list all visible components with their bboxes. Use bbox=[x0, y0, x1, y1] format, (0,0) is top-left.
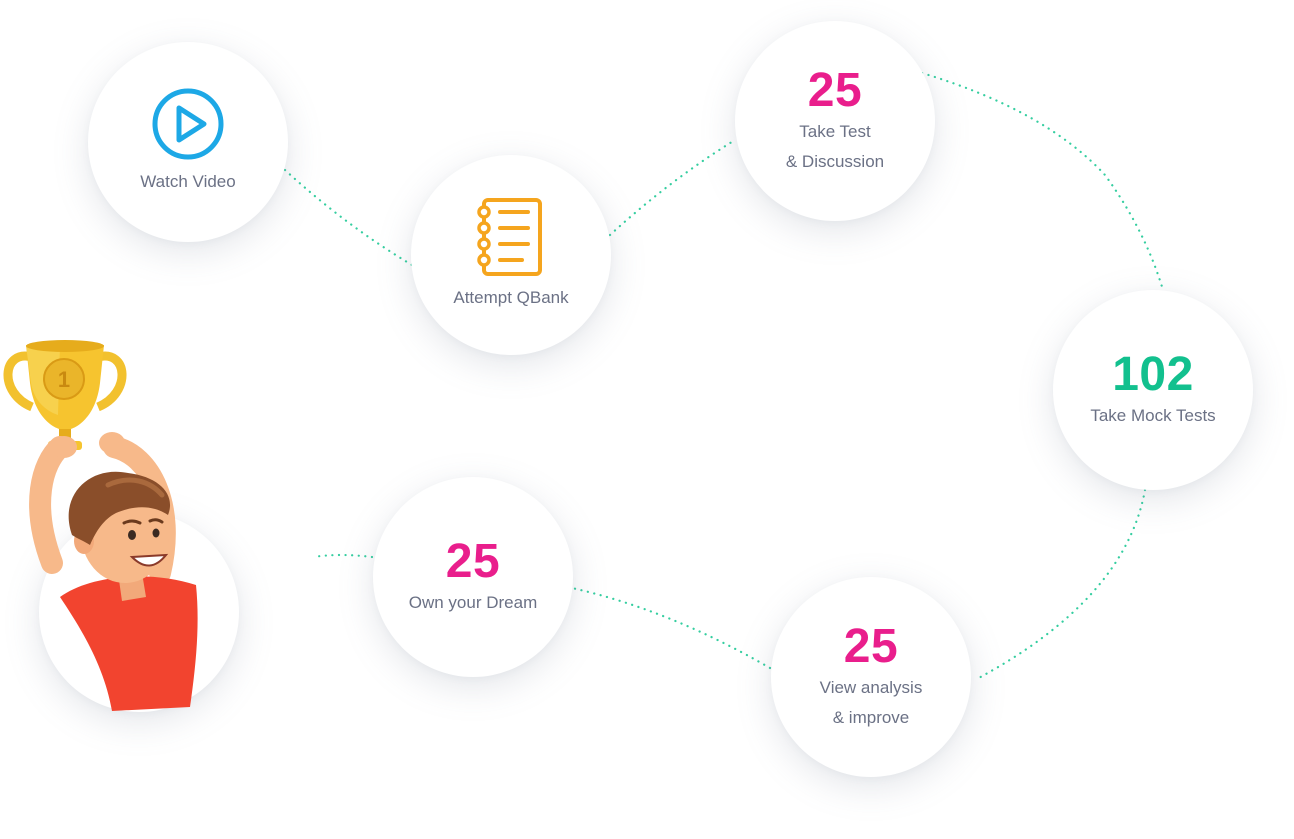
step-watch-video[interactable]: Watch Video bbox=[88, 42, 288, 242]
mock-tests-label: Take Mock Tests bbox=[1090, 406, 1216, 425]
view-analysis-label-line1: View analysis bbox=[819, 678, 923, 697]
take-test-count: 25 bbox=[807, 64, 863, 117]
play-icon bbox=[151, 87, 225, 161]
view-analysis-label-line2: & improve bbox=[832, 708, 910, 727]
take-test-label-line2: & Discussion bbox=[785, 152, 885, 171]
step-own-dream[interactable]: 25 Own your Dream bbox=[373, 477, 573, 677]
own-dream-count: 25 bbox=[445, 535, 501, 588]
own-dream-label: Own your Dream bbox=[408, 593, 538, 612]
take-test-label-line1: Take Test bbox=[799, 122, 871, 141]
attempt-qbank-label: Attempt QBank bbox=[453, 288, 569, 307]
watch-video-label: Watch Video bbox=[140, 172, 236, 191]
notebook-icon bbox=[476, 197, 546, 277]
step-view-analysis[interactable]: 25 View analysis & improve bbox=[771, 577, 971, 777]
step-take-test[interactable]: 25 Take Test & Discussion bbox=[735, 21, 935, 221]
view-analysis-count: 25 bbox=[843, 620, 899, 673]
trophy-boy-illustration: 1 bbox=[3, 340, 198, 711]
trophy-badge: 1 bbox=[58, 367, 70, 392]
step-attempt-qbank[interactable]: Attempt QBank bbox=[411, 155, 611, 355]
mock-tests-count: 102 bbox=[1112, 348, 1194, 401]
step-mock-tests[interactable]: 102 Take Mock Tests bbox=[1053, 290, 1253, 490]
